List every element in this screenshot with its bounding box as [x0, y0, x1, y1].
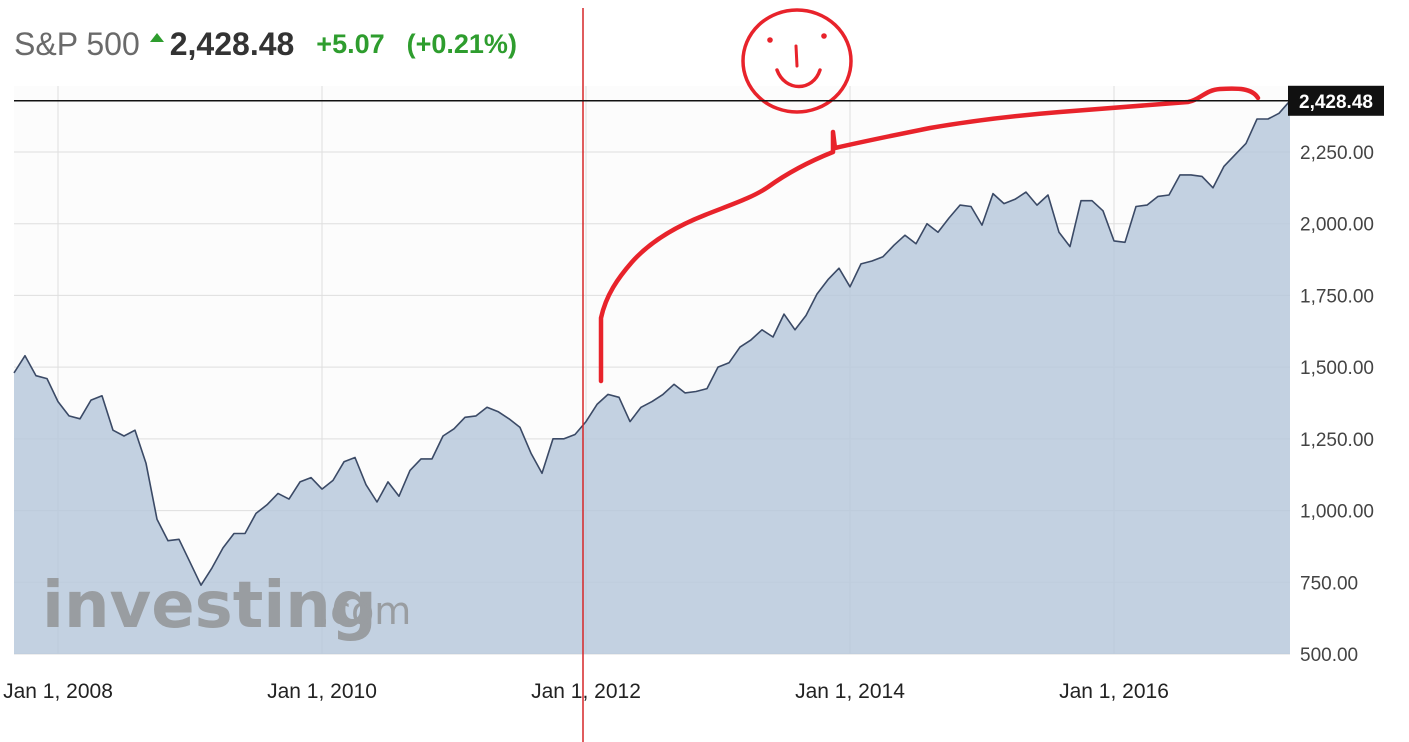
last-price: 2,428.48	[169, 25, 295, 62]
y-tick-label: 1,500.00	[1300, 358, 1374, 379]
instrument-name: S&P 500	[14, 25, 140, 62]
smiley-nose	[794, 44, 799, 68]
watermark-brand: investing	[42, 569, 377, 643]
investing-watermark: investing .com	[42, 569, 411, 643]
x-tick-label: Jan 1, 2012	[531, 680, 641, 703]
y-tick-label: 2,000.00	[1300, 215, 1374, 236]
y-tick-label: 500.00	[1300, 645, 1358, 666]
series-area	[14, 100, 1290, 655]
smiley-right-eye	[821, 33, 827, 39]
y-tick-label: 2,250.00	[1300, 143, 1374, 164]
smiley-mouth	[775, 68, 822, 89]
last-price-tag	[1288, 85, 1384, 116]
y-tick-label: 750.00	[1300, 573, 1358, 594]
last-price-marker: 2,428.48	[14, 85, 1384, 116]
price-change: +5.07	[316, 28, 385, 59]
watermark-suffix: .com	[318, 589, 411, 633]
x-tick-label: Jan 1, 2016	[1059, 680, 1169, 703]
series-layer	[13, 8, 1291, 742]
x-tick-label: Jan 1, 2008	[3, 680, 113, 703]
y-tick-label: 1,250.00	[1300, 430, 1374, 451]
series-line	[13, 100, 1291, 586]
y-tick-label: 1,000.00	[1300, 502, 1374, 523]
smiley-face-circle	[741, 8, 853, 114]
smiley-left-eye	[767, 37, 773, 43]
quote-header: S&P 500 2,428.48 +5.07 (+0.21%)	[14, 26, 517, 62]
x-tick-label: Jan 1, 2010	[267, 680, 377, 703]
price-change-percent: (+0.21%)	[406, 28, 517, 59]
y-tick-label: 1,750.00	[1300, 286, 1374, 307]
x-axis-ticks: Jan 1, 2008 Jan 1, 2010 Jan 1, 2012 Jan 1, …	[3, 680, 1169, 703]
x-tick-label: Jan 1, 2014	[795, 680, 905, 703]
up-arrow-icon	[149, 32, 164, 42]
last-price-label: 2,428.48	[1299, 92, 1373, 113]
y-axis-ticks: 2,250.00 2,000.00 1,750.00 1,500.00 1,250.00…	[1300, 143, 1374, 666]
